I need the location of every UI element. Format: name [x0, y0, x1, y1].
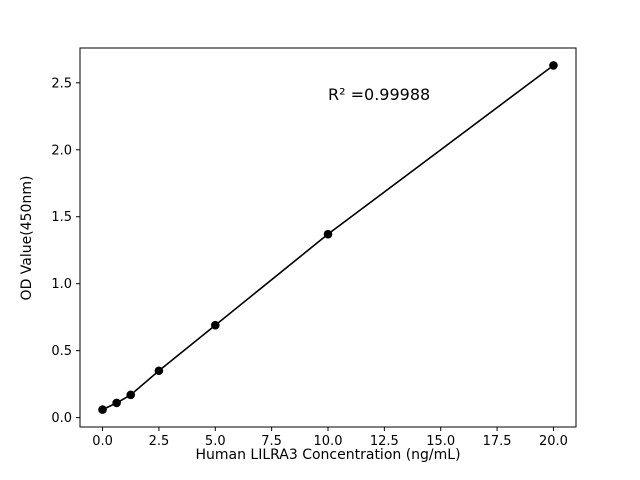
y-tick-label: 1.5	[51, 210, 72, 225]
data-point	[323, 229, 333, 239]
x-tick-label: 17.5	[483, 434, 512, 449]
y-tick-label: 2.0	[51, 143, 72, 158]
r-squared-annotation: R² =0.99988	[328, 85, 431, 105]
x-tick-label: 15.0	[426, 434, 455, 449]
y-tick-label: 2.5	[51, 76, 72, 91]
x-tick-label: 0.0	[92, 434, 113, 449]
y-tick-label: 0.5	[51, 344, 72, 359]
x-tick-label: 20.0	[539, 434, 568, 449]
data-point	[154, 366, 164, 376]
y-tick-label: 0.0	[51, 411, 72, 426]
x-tick-label: 10.0	[314, 434, 343, 449]
data-point	[549, 61, 558, 70]
x-tick-label: 2.5	[149, 434, 170, 449]
y-axis-label: OD Value(450nm)	[19, 175, 35, 301]
data-point	[126, 390, 136, 400]
data-point	[210, 320, 220, 330]
x-tick-label: 12.5	[370, 434, 399, 449]
x-tick-label: 7.5	[261, 434, 282, 449]
x-tick-label: 5.0	[205, 434, 226, 449]
y-tick-label: 1.0	[51, 277, 72, 292]
data-point	[98, 405, 107, 414]
data-point	[112, 398, 121, 408]
x-axis-label: Human LILRA3 Concentration (ng/mL)	[195, 447, 461, 463]
